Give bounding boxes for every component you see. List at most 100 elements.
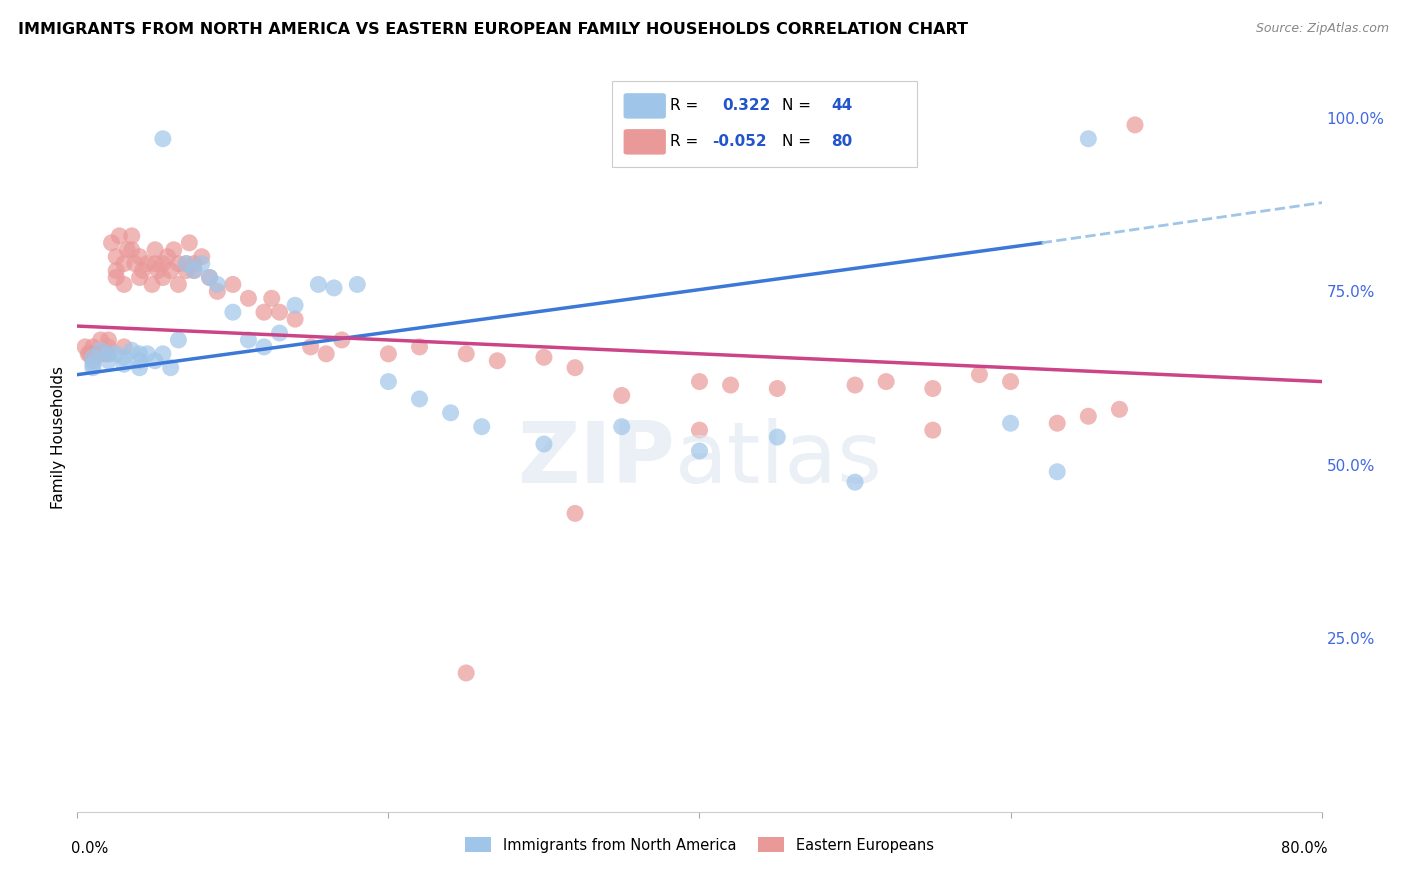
Point — [533, 351, 555, 365]
Y-axis label: Family Households: Family Households — [51, 366, 66, 508]
Point — [84, 347, 107, 361]
Point — [152, 132, 174, 146]
Point — [90, 333, 112, 347]
FancyBboxPatch shape — [613, 81, 917, 168]
Point — [260, 291, 283, 305]
Point — [689, 375, 711, 389]
Point — [121, 343, 143, 358]
Point — [346, 277, 368, 292]
Point — [1077, 132, 1099, 146]
Point — [253, 305, 276, 319]
Text: 80: 80 — [831, 134, 852, 149]
Point — [143, 243, 166, 257]
Point — [97, 347, 120, 361]
Point — [456, 665, 478, 680]
Point — [97, 340, 120, 354]
Point — [253, 340, 276, 354]
Point — [105, 250, 128, 264]
FancyBboxPatch shape — [624, 93, 666, 119]
Point — [720, 378, 742, 392]
Point — [112, 277, 135, 292]
Point — [108, 228, 131, 243]
Point — [97, 333, 120, 347]
Point — [284, 312, 307, 326]
Point — [143, 353, 166, 368]
Point — [377, 375, 399, 389]
Point — [174, 263, 197, 277]
Text: 0.0%: 0.0% — [72, 841, 108, 856]
Point — [533, 437, 555, 451]
Point — [128, 347, 150, 361]
Point — [766, 430, 789, 444]
Point — [82, 360, 104, 375]
Text: N =: N = — [782, 97, 811, 112]
Point — [163, 243, 186, 257]
Point — [269, 305, 291, 319]
Point — [844, 475, 866, 490]
Point — [299, 340, 322, 354]
Point — [439, 406, 461, 420]
Point — [112, 257, 135, 271]
Point — [471, 419, 494, 434]
Point — [486, 353, 509, 368]
Point — [136, 257, 159, 271]
Point — [183, 263, 205, 277]
Point — [408, 392, 430, 406]
Point — [121, 243, 143, 257]
Point — [323, 281, 346, 295]
Text: R =: R = — [669, 134, 703, 149]
Point — [377, 347, 399, 361]
Point — [90, 343, 112, 358]
Point — [190, 250, 214, 264]
Point — [131, 263, 153, 277]
Point — [167, 277, 190, 292]
Point — [1000, 375, 1022, 389]
Point — [128, 360, 150, 375]
Point — [112, 351, 135, 365]
Point — [105, 263, 128, 277]
Point — [1000, 416, 1022, 430]
Point — [124, 257, 146, 271]
Point — [969, 368, 991, 382]
Point — [128, 353, 150, 368]
Point — [330, 333, 353, 347]
Point — [875, 375, 897, 389]
Point — [82, 351, 104, 365]
Point — [1046, 465, 1069, 479]
Point — [222, 305, 245, 319]
Point — [167, 333, 190, 347]
Point — [307, 277, 329, 292]
Point — [148, 263, 170, 277]
Text: ZIP: ZIP — [517, 418, 675, 501]
Point — [128, 270, 150, 285]
Point — [284, 298, 307, 312]
Point — [844, 378, 866, 392]
Text: IMMIGRANTS FROM NORTH AMERICA VS EASTERN EUROPEAN FAMILY HOUSEHOLDS CORRELATION : IMMIGRANTS FROM NORTH AMERICA VS EASTERN… — [18, 22, 969, 37]
Text: R =: R = — [669, 97, 703, 112]
Point — [183, 257, 205, 271]
Point — [174, 257, 197, 271]
Point — [152, 270, 174, 285]
Point — [179, 235, 201, 250]
Point — [1077, 409, 1099, 424]
Point — [128, 250, 150, 264]
Text: -0.052: -0.052 — [711, 134, 766, 149]
Point — [82, 353, 104, 368]
Point — [689, 423, 711, 437]
Point — [1046, 416, 1069, 430]
Text: N =: N = — [782, 134, 811, 149]
Text: atlas: atlas — [675, 418, 883, 501]
Point — [921, 382, 943, 396]
Point — [238, 291, 260, 305]
Text: Source: ZipAtlas.com: Source: ZipAtlas.com — [1256, 22, 1389, 36]
Point — [159, 360, 181, 375]
Point — [152, 347, 174, 361]
Point — [921, 423, 943, 437]
Legend: Immigrants from North America, Eastern Europeans: Immigrants from North America, Eastern E… — [458, 831, 941, 858]
Point — [564, 507, 586, 521]
Point — [100, 235, 122, 250]
Point — [1108, 402, 1130, 417]
Point — [207, 285, 229, 299]
Text: 0.322: 0.322 — [721, 97, 770, 112]
Point — [112, 340, 135, 354]
